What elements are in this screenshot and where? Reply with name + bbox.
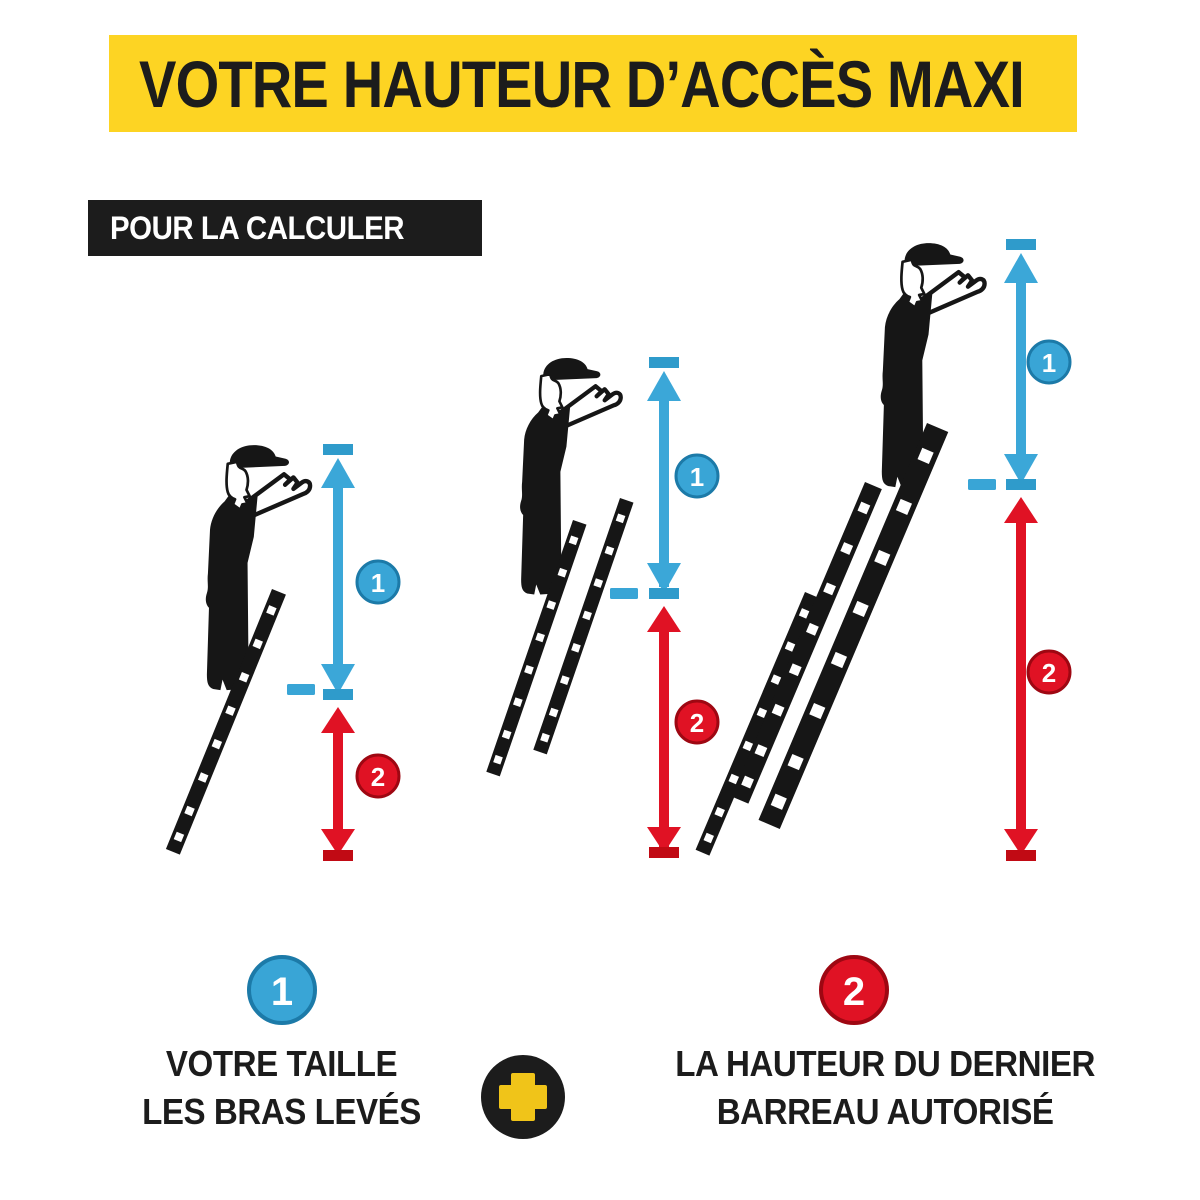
- svg-text:1: 1: [271, 970, 293, 1014]
- svg-text:2: 2: [843, 970, 865, 1014]
- svg-text:1: 1: [1042, 348, 1056, 378]
- svg-text:1: 1: [690, 462, 704, 492]
- svg-text:2: 2: [690, 708, 704, 738]
- svg-text:1: 1: [371, 568, 385, 598]
- svg-text:2: 2: [371, 762, 385, 792]
- svg-text:2: 2: [1042, 658, 1056, 688]
